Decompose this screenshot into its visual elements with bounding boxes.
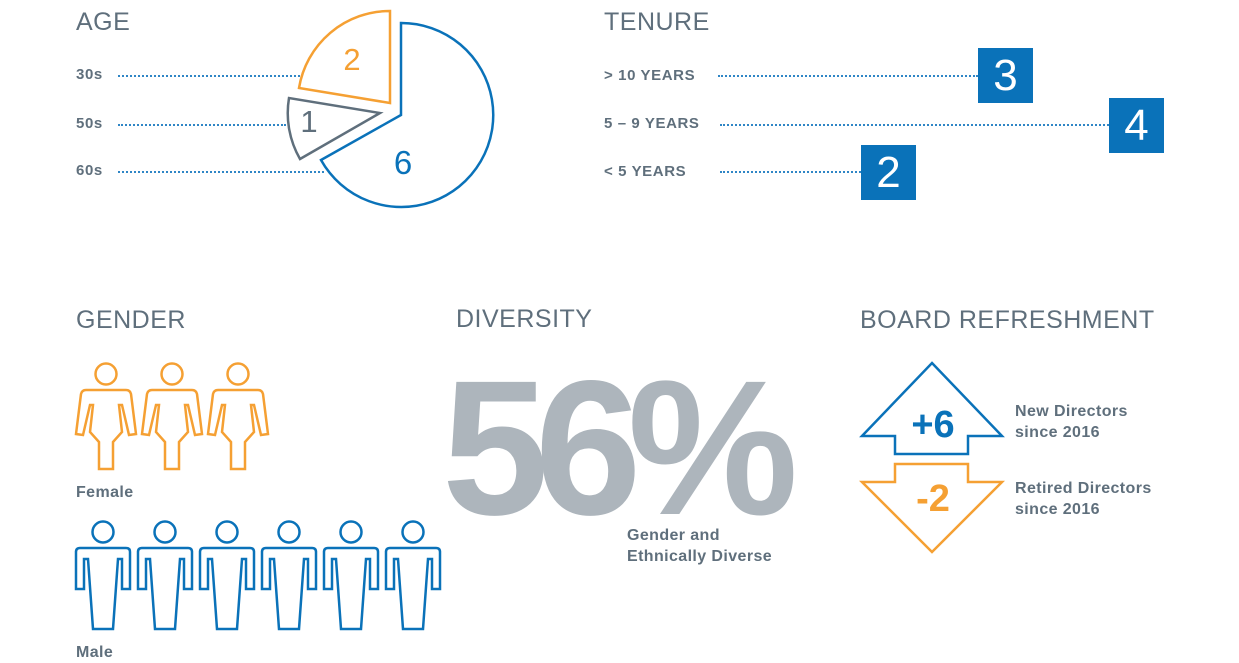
diversity-caption-line1: Gender and (627, 527, 720, 544)
retired-directors-caption: Retired Directors since 2016 (1015, 478, 1152, 520)
diversity-caption: Gender and Ethnically Diverse (627, 525, 772, 567)
new-directors-line1: New Directors (1015, 403, 1128, 420)
tenure-value-over-10: 3 (978, 48, 1033, 103)
tenure-label-under-5: < 5 YEARS (604, 163, 687, 180)
tenure-leader-5-9 (720, 124, 1109, 126)
tenure-label-5-9: 5 – 9 YEARS (604, 115, 700, 132)
pie-slice-30s (297, 9, 392, 105)
age-title: AGE (76, 8, 131, 36)
female-person-icon (74, 362, 138, 471)
age-pie-chart (286, 9, 495, 209)
female-person-icon (140, 362, 204, 471)
tenure-leader-over-10 (718, 75, 978, 77)
age-label-30s: 30s (76, 66, 103, 83)
female-label: Female (76, 484, 134, 501)
retired-directors-value: -2 (916, 478, 950, 520)
retired-directors-line2: since 2016 (1015, 501, 1100, 518)
new-directors-value: +6 (911, 404, 955, 446)
age-label-50s: 50s (76, 115, 103, 132)
male-person-icon (198, 520, 256, 631)
male-person-icon (260, 520, 318, 631)
gender-title: GENDER (76, 306, 186, 334)
male-person-icon (74, 520, 132, 631)
refreshment-title: BOARD REFRESHMENT (860, 306, 1155, 334)
new-directors-caption: New Directors since 2016 (1015, 401, 1128, 443)
diversity-title: DIVERSITY (456, 305, 593, 333)
male-person-icon (384, 520, 442, 631)
age-label-60s: 60s (76, 162, 103, 179)
male-person-icon (136, 520, 194, 631)
age-leader-60s (118, 171, 324, 173)
male-label: Male (76, 644, 114, 661)
tenure-leader-under-5 (720, 171, 861, 173)
pie-slice-50s (286, 96, 384, 161)
diversity-percentage: 56% (442, 340, 798, 555)
female-icons (74, 362, 270, 471)
age-leader-30s (118, 75, 300, 77)
new-directors-line2: since 2016 (1015, 424, 1100, 441)
tenure-label-over-10: > 10 YEARS (604, 67, 696, 84)
male-person-icon (322, 520, 380, 631)
diversity-caption-line2: Ethnically Diverse (627, 548, 773, 565)
refreshment-arrows (858, 361, 1006, 554)
pie-value-50s: 1 (300, 104, 318, 139)
pie-value-60s: 6 (393, 144, 413, 181)
pie-slice-60s (319, 21, 495, 209)
tenure-value-5-9: 4 (1109, 98, 1164, 153)
pie-value-30s: 2 (343, 42, 361, 77)
up-arrow-icon (859, 361, 1005, 456)
down-arrow-icon (858, 462, 1006, 554)
retired-directors-line1: Retired Directors (1015, 480, 1152, 497)
tenure-value-under-5: 2 (861, 145, 916, 200)
male-icons (74, 520, 442, 631)
tenure-title: TENURE (604, 8, 710, 36)
female-person-icon (206, 362, 270, 471)
age-leader-50s (118, 124, 286, 126)
